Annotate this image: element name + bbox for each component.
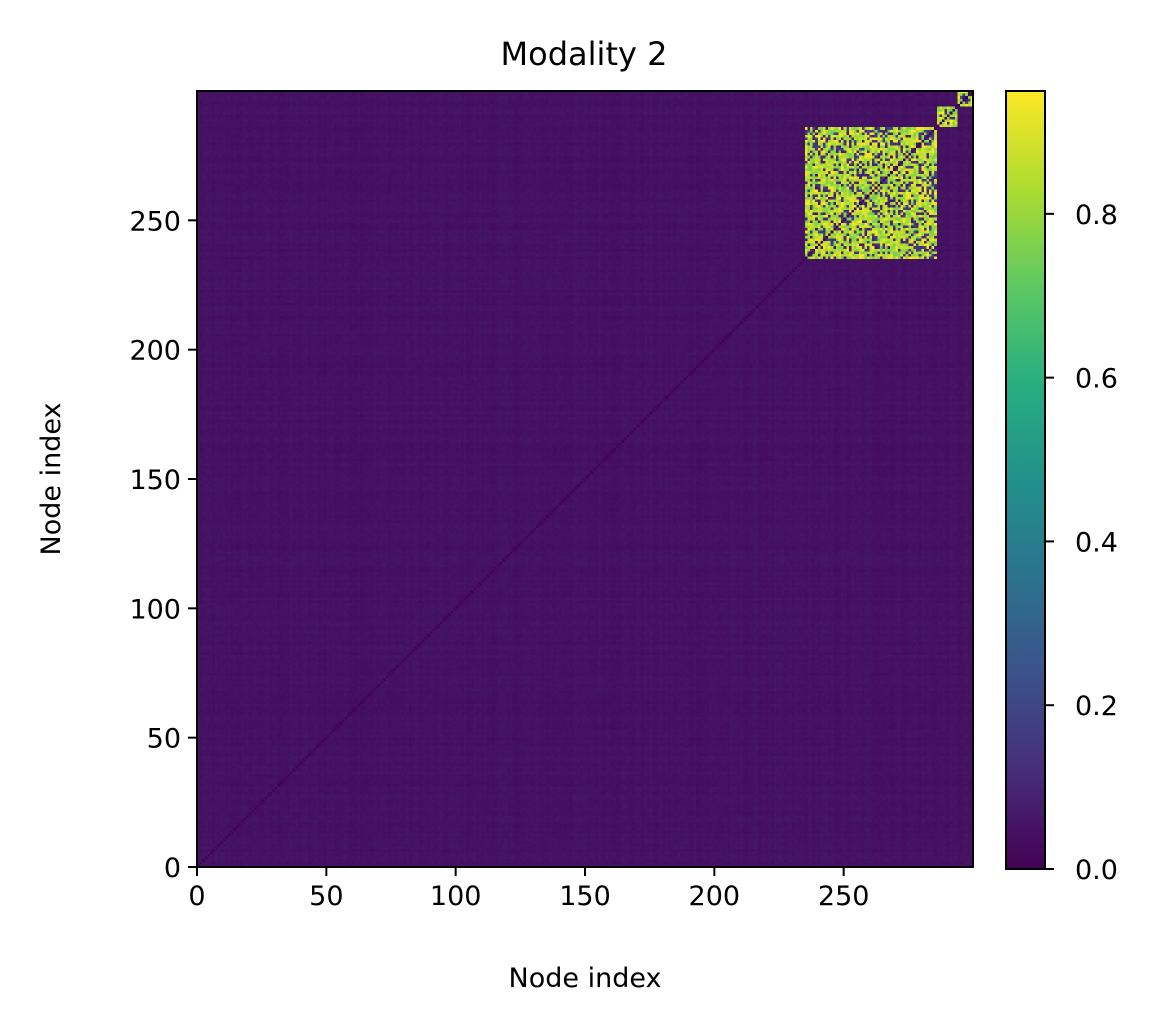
colorbar-tick-label: 0.2 [1075, 691, 1118, 722]
y-tick-label: 200 [129, 336, 181, 367]
y-tick-label: 50 [147, 724, 181, 755]
y-axis-ticks: 0 50 100 150 200 250 [129, 206, 197, 884]
colorbar-tick-label: 0.0 [1075, 855, 1118, 886]
x-tick-label: 150 [559, 881, 611, 912]
y-tick-label: 0 [164, 853, 181, 884]
x-axis-label: Node index [509, 963, 662, 994]
heatmap-image [197, 91, 973, 867]
colorbar-tick-label: 0.6 [1075, 364, 1118, 395]
y-tick-label: 250 [129, 206, 181, 237]
colorbar-tick-label: 0.4 [1075, 527, 1118, 558]
chart-title: Modality 2 [501, 35, 668, 73]
x-tick-label: 250 [818, 881, 870, 912]
y-tick-label: 100 [129, 594, 181, 625]
colorbar-ticks: 0.0 0.2 0.4 0.6 0.8 [1045, 200, 1118, 886]
x-tick-label: 200 [689, 881, 741, 912]
colorbar [1005, 90, 1046, 870]
x-tick-label: 50 [309, 881, 343, 912]
colorbar-tick-label: 0.8 [1075, 200, 1118, 231]
x-tick-label: 100 [430, 881, 482, 912]
y-tick-label: 150 [129, 465, 181, 496]
heatmap-cells [197, 91, 973, 867]
x-axis-ticks: 0 50 100 150 200 250 [188, 867, 869, 912]
x-tick-label: 0 [188, 881, 205, 912]
y-axis-label: Node index [36, 403, 67, 556]
